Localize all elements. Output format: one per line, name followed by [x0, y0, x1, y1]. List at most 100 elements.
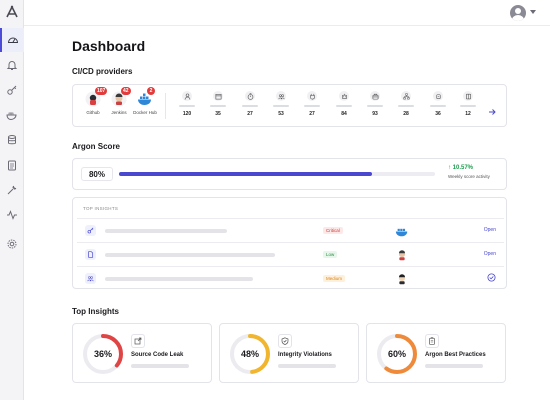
user-icon [184, 93, 190, 100]
sidebar-item-containers[interactable] [0, 103, 24, 127]
key-icon [7, 85, 17, 95]
percent-label: 48% [240, 349, 259, 359]
metric-value: 27 [247, 111, 253, 117]
next-arrow-button[interactable] [488, 103, 496, 121]
open-link[interactable]: Open [483, 251, 496, 257]
clipboard-icon [8, 160, 16, 171]
insight-card-integrity-violations[interactable]: 48% Integrity Violations [219, 323, 359, 383]
package-icon [372, 93, 378, 99]
sidebar-item-dashboard[interactable] [0, 28, 24, 52]
metric-users[interactable]: 120 [176, 91, 198, 117]
percent-label: 36% [93, 349, 112, 359]
sidebar-item-database[interactable] [0, 128, 24, 152]
metric-value: 53 [278, 111, 284, 117]
sidebar [0, 0, 24, 400]
file-icon [88, 251, 94, 258]
page-title: Dashboard [72, 38, 146, 54]
metric-timers[interactable]: 27 [239, 91, 261, 117]
calendar-icon [215, 93, 221, 99]
metric-packages[interactable]: 93 [364, 91, 386, 117]
argon-logo-icon[interactable] [4, 4, 20, 20]
progress-ring [83, 334, 123, 374]
shield-check-icon [281, 337, 289, 345]
metric-organizations[interactable]: 28 [395, 91, 417, 117]
provider-jenkins[interactable]: 42 Jenkins [105, 87, 133, 115]
severity-badge: Medium [323, 275, 346, 282]
metric-teams[interactable]: 53 [270, 91, 292, 117]
insight-card-source-code-leak[interactable]: 36% Source Code Leak [72, 323, 212, 383]
arrow-up-icon: ↑ [448, 165, 451, 171]
sidebar-item-reports[interactable] [0, 153, 24, 177]
provider-badge: 2 [147, 87, 155, 95]
database-icon [8, 135, 16, 145]
timer-icon [247, 92, 253, 100]
table-row[interactable]: Medium [77, 266, 504, 290]
argon-score-card: 80% ↑ 10.57% Weekly score activity [72, 158, 507, 190]
jenkins-icon [395, 248, 409, 262]
divider [165, 93, 166, 119]
users-icon [277, 93, 285, 99]
provider-github[interactable]: 107 Github [79, 87, 108, 115]
score-progress-fill [119, 172, 372, 176]
insight-card-argon-best-practices[interactable]: 60% Argon Best Practices [366, 323, 506, 383]
provider-label: Github [86, 110, 100, 115]
progress-ring [230, 334, 270, 374]
score-progress-track [119, 172, 435, 176]
github-icon: 107 [85, 87, 108, 107]
sidebar-item-alerts[interactable] [0, 53, 24, 77]
top-insights-title: Top Insights [72, 307, 119, 316]
insight-title: Argon Best Practices [425, 352, 486, 358]
chevron-down-icon[interactable] [530, 10, 536, 14]
table-row[interactable]: Critical Open [77, 218, 504, 242]
metric-value: 93 [372, 111, 378, 117]
insight-title: Source Code Leak [131, 352, 184, 358]
robot-icon [341, 93, 347, 99]
metric-value: 36 [435, 111, 441, 117]
arrow-right-icon [489, 109, 496, 115]
cicd-providers-card: 107 Github 42 Jenkins 2 Docker Hub 120 3… [72, 84, 507, 127]
text-placeholder [425, 364, 483, 368]
provider-docker-hub[interactable]: 2 Docker Hub [131, 87, 159, 115]
org-icon [402, 92, 410, 99]
metric-value: 12 [465, 111, 471, 117]
cicd-section-title: CI/CD providers [72, 67, 133, 76]
text-placeholder [105, 277, 253, 281]
pulse-icon [7, 210, 17, 220]
argon-score-title: Argon Score [72, 142, 121, 151]
gear-icon [7, 239, 17, 249]
score-change-value: 10.57% [452, 165, 474, 171]
share-icon [134, 337, 142, 345]
top-insights-table: TOP INSIGHTS Critical Open Low Open Medi… [72, 197, 507, 289]
metric-value: 84 [341, 111, 347, 117]
metric-agents[interactable]: 36 [427, 91, 449, 117]
provider-label: Docker Hub [133, 110, 157, 115]
metric-integrations[interactable]: 27 [301, 91, 323, 117]
metric-value: 35 [215, 111, 221, 117]
bell-icon [6, 61, 18, 70]
metric-value: 28 [403, 111, 409, 117]
text-placeholder [105, 229, 227, 233]
plug-icon [309, 93, 315, 100]
metric-repositories[interactable]: 12 [457, 91, 479, 117]
sidebar-item-secrets[interactable] [0, 78, 24, 102]
key-icon [87, 227, 94, 234]
sidebar-item-tools[interactable] [0, 178, 24, 202]
insight-title: Integrity Violations [278, 352, 332, 358]
clipboard-icon [429, 337, 435, 345]
sidebar-item-activity[interactable] [0, 203, 24, 227]
jenkins-icon [395, 272, 409, 286]
sidebar-item-settings[interactable] [0, 232, 24, 256]
docker-icon [395, 224, 409, 238]
provider-badge: 107 [95, 87, 108, 95]
user-avatar[interactable] [510, 5, 526, 21]
text-placeholder [105, 253, 275, 257]
table-row[interactable]: Low Open [77, 242, 504, 266]
top-bar [24, 0, 550, 26]
metric-bots[interactable]: 84 [333, 91, 355, 117]
docker-icon [6, 112, 17, 121]
open-link[interactable]: Open [483, 227, 496, 233]
bot-icon [435, 93, 441, 99]
severity-badge: Low [323, 251, 338, 258]
check-circle-icon[interactable] [487, 273, 496, 284]
metric-schedules[interactable]: 35 [207, 91, 229, 117]
